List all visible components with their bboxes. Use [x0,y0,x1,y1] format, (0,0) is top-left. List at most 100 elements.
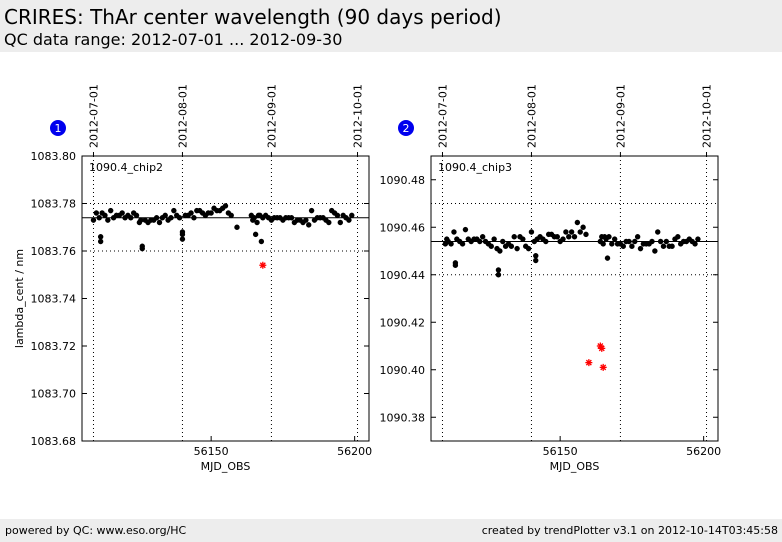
chart-1-y-axis-label: lambda_cent / nm [13,249,26,348]
chart-2-x-tick-label: 56200 [686,445,721,458]
chart-2-date-tick-label: 2012-08-01 [525,84,538,148]
chart-2-series-label: 1090.4_chip3 [438,161,512,174]
chart-2-data-point [500,238,506,245]
chart-2-data-point [609,241,615,247]
chart-2-data-point [649,238,655,245]
chart-2-data-point [477,238,483,245]
footer-created-by: created by trendPlotter v3.1 on 2012-10-… [481,524,778,537]
chart-1-data-point [179,231,186,238]
chart-2-data-point [675,234,681,240]
chart-1-data-point [228,212,234,219]
chart-2-date-tick-label: 2012-07-01 [436,84,449,148]
chart-2-data-point [554,234,560,240]
chart-2-outlier-point [585,359,593,367]
chart-1-data-point [222,203,229,209]
chart-2-data-point [692,241,698,247]
chart-1-data-point [254,219,260,226]
chart-1-date-tick-label: 2012-10-01 [352,84,365,148]
chart-2-data-point [514,245,520,252]
footer-powered-by: powered by QC: www.eso.org/HC [5,524,187,537]
chart-2-data-point [543,238,549,245]
chart-2-data-point [600,241,606,247]
chart-2-data-point [528,229,535,235]
chart-2-data-point [452,262,459,268]
chart-1-data-point [306,222,312,228]
chart-2-data-point [497,248,503,254]
chart-2-data-point [459,241,466,247]
chart-2-data-point [657,238,664,245]
chart-1-data-point [138,217,144,223]
chart-2-data-point [533,253,539,259]
chart-2-data-point [632,238,638,245]
chart-2-data-point [574,219,581,226]
chart-2-data-point [580,224,586,230]
chart-2-x-tick-label: 56150 [543,445,578,458]
chart-2-data-point [655,229,661,235]
chart-1-data-point [156,219,163,226]
chart-1-series-label: 1090.4_chip2 [89,161,163,174]
chart-1-data-point [349,212,355,219]
chart-1-data-point [93,210,100,216]
chart-1-data-point [288,215,295,221]
chart-2-data-point [451,229,457,235]
chart-1-data-point [234,224,240,230]
header-bar: CRIRES: ThAr center wavelength (90 days … [0,0,782,52]
chart-2-date-tick-label: 2012-09-01 [614,84,627,148]
chart-2-badge [398,120,414,136]
chart-1-data-point [97,234,104,240]
chart-2-y-tick-label: 1090.46 [380,221,426,234]
chart-1-data-point [90,217,97,223]
chart-1-y-tick-label: 1083.72 [31,340,77,353]
page-title: CRIRES: ThAr center wavelength (90 days … [4,5,502,29]
chart-1-data-point [252,231,259,238]
chart-2-data-point [511,234,517,240]
chart-2-data-point [637,245,644,252]
chart-2-data-point [695,236,701,242]
chart-1-data-point [133,212,140,219]
chart-1-data-point [96,215,102,221]
chart-1-data-point [326,219,332,226]
chart-1-data-point [179,236,186,242]
chart-1-data-point [128,215,134,221]
chart-1-date-tick-label: 2012-07-01 [87,84,100,148]
chart-1-data-point [168,215,174,221]
chart-2-y-tick-label: 1090.38 [380,411,426,424]
chart-2-data-point [604,255,611,261]
chart-1-x-tick-label: 56200 [337,445,372,458]
chart-1-data-point [97,238,104,245]
chart-1-badge-label: 1 [55,122,62,135]
chart-1-data-point [162,212,168,219]
chart-2-data-point [629,243,635,249]
chart-2-outlier-point [598,344,606,352]
chart-2-date-tick-label: 2012-10-01 [701,84,714,148]
chart-2-data-point [520,236,526,242]
chart-2-y-tick-label: 1090.44 [380,269,426,282]
chart-2-data-point [462,226,469,233]
chart-1-y-tick-label: 1083.78 [31,198,77,211]
chart-1: 1 2012-07-01 2012-08-01 2012-09-01 2012-10-0… [13,84,372,473]
chart-2-y-tick-label: 1090.40 [380,364,426,377]
chart-1-frame [81,155,370,442]
chart-2-y-tick-label: 1090.42 [380,316,426,329]
chart-2-data-point [563,229,569,235]
chart-2-data-point [495,272,502,278]
chart-2-data-point [634,234,641,240]
chart-2: 2 2012-07-01 2012-08-01 2012-09-01 2012-10-0… [380,84,722,473]
chart-1-badge [50,120,66,136]
chart-2-data-point [571,234,578,240]
chart-1-y-tick-label: 1083.74 [31,293,77,306]
chart-1-data-point [171,207,177,214]
chart-2-data-point [626,238,632,245]
chart-1-data-point [334,212,341,219]
chart-2-frame [430,155,719,442]
chart-2-data-point [652,248,658,254]
chart-1-y-tick-label: 1083.68 [31,435,77,448]
chart-2-data-point [663,238,670,245]
chart-1-data-point [191,215,197,221]
chart-2-data-point [491,236,497,242]
chart-2-data-point [479,234,486,240]
chart-2-data-point [606,234,612,240]
chart-2-badge-label: 2 [403,122,410,135]
chart-1-outlier-point [259,261,267,269]
chart-1-data-point [102,212,108,219]
